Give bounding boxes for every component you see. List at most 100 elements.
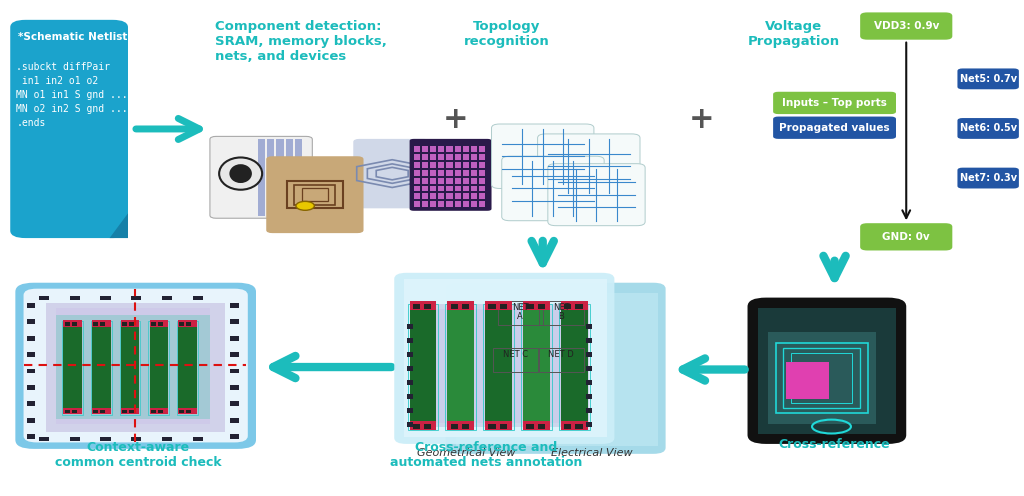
Bar bbox=[463, 201, 469, 207]
FancyBboxPatch shape bbox=[957, 168, 1019, 188]
Bar bbox=[430, 178, 436, 184]
Bar bbox=[498, 301, 543, 325]
Bar bbox=[93, 322, 98, 326]
Bar bbox=[445, 304, 476, 430]
Bar bbox=[100, 437, 111, 441]
Bar bbox=[446, 154, 453, 160]
Bar bbox=[463, 162, 469, 168]
Ellipse shape bbox=[219, 157, 262, 189]
Bar bbox=[410, 421, 436, 430]
Bar bbox=[776, 344, 867, 413]
Bar bbox=[158, 322, 163, 326]
Bar bbox=[129, 322, 134, 326]
Bar bbox=[27, 401, 35, 406]
Bar bbox=[463, 193, 469, 199]
Bar bbox=[407, 380, 413, 385]
Bar bbox=[471, 193, 477, 199]
Bar bbox=[586, 352, 592, 357]
Bar bbox=[413, 304, 589, 427]
Text: Cross-reference: Cross-reference bbox=[778, 438, 891, 451]
Bar bbox=[230, 385, 239, 390]
Bar bbox=[407, 408, 413, 413]
Bar bbox=[451, 304, 458, 309]
Bar bbox=[561, 305, 588, 429]
Bar bbox=[575, 424, 583, 429]
Bar bbox=[447, 421, 474, 430]
Bar bbox=[158, 410, 163, 413]
Bar bbox=[100, 296, 111, 300]
Bar bbox=[526, 304, 534, 309]
Bar bbox=[430, 170, 436, 176]
Bar bbox=[122, 410, 127, 413]
Bar bbox=[456, 293, 658, 446]
Text: Net5: 0.7v: Net5: 0.7v bbox=[959, 74, 1017, 84]
Bar bbox=[422, 162, 428, 168]
Text: Net7: 0.3v: Net7: 0.3v bbox=[959, 173, 1017, 183]
Bar bbox=[267, 139, 274, 216]
Bar bbox=[148, 321, 169, 415]
Bar bbox=[65, 322, 70, 326]
Bar bbox=[438, 162, 444, 168]
Text: Geometrical View: Geometrical View bbox=[417, 448, 515, 458]
Text: Electrical View: Electrical View bbox=[551, 448, 633, 458]
Bar bbox=[72, 410, 77, 413]
Bar bbox=[422, 146, 428, 152]
Bar bbox=[63, 320, 82, 327]
Bar bbox=[430, 186, 436, 191]
Bar bbox=[46, 303, 225, 432]
Text: NET C: NET C bbox=[503, 350, 527, 359]
Bar bbox=[564, 424, 571, 429]
Ellipse shape bbox=[296, 201, 314, 210]
Text: GND: 0v: GND: 0v bbox=[883, 232, 930, 242]
Bar bbox=[295, 139, 302, 216]
FancyBboxPatch shape bbox=[502, 156, 604, 221]
FancyBboxPatch shape bbox=[860, 12, 952, 40]
Text: Component detection:
SRAM, memory blocks,
nets, and devices: Component detection: SRAM, memory blocks… bbox=[215, 20, 387, 63]
Bar bbox=[438, 146, 444, 152]
Bar bbox=[27, 336, 35, 341]
FancyBboxPatch shape bbox=[410, 139, 492, 211]
Bar bbox=[178, 320, 197, 327]
Bar bbox=[471, 178, 477, 184]
Bar bbox=[424, 304, 431, 309]
Bar bbox=[121, 408, 139, 414]
Bar bbox=[586, 394, 592, 399]
Bar bbox=[120, 321, 140, 415]
Bar bbox=[455, 170, 461, 176]
Bar bbox=[193, 296, 203, 300]
Bar bbox=[539, 301, 584, 325]
FancyBboxPatch shape bbox=[266, 156, 364, 233]
Bar bbox=[438, 170, 444, 176]
Bar bbox=[471, 162, 477, 168]
Bar bbox=[538, 424, 545, 429]
Bar bbox=[407, 324, 413, 329]
Bar bbox=[407, 394, 413, 399]
Bar bbox=[65, 410, 70, 413]
Bar bbox=[463, 186, 469, 191]
FancyBboxPatch shape bbox=[860, 223, 952, 250]
FancyBboxPatch shape bbox=[10, 20, 128, 238]
Bar bbox=[523, 301, 550, 310]
Bar bbox=[413, 424, 420, 429]
Bar bbox=[407, 352, 413, 357]
Bar bbox=[186, 410, 191, 413]
Bar bbox=[786, 362, 829, 399]
FancyBboxPatch shape bbox=[24, 289, 248, 442]
Bar bbox=[758, 308, 896, 434]
Bar bbox=[523, 421, 550, 430]
Bar bbox=[150, 408, 168, 414]
Bar bbox=[418, 309, 582, 423]
Bar bbox=[230, 418, 239, 423]
Bar bbox=[446, 193, 453, 199]
Bar bbox=[407, 366, 413, 371]
Bar bbox=[438, 186, 444, 191]
Bar bbox=[479, 201, 485, 207]
Bar bbox=[100, 322, 105, 326]
Bar bbox=[446, 186, 453, 191]
Bar bbox=[575, 304, 583, 309]
Bar bbox=[193, 437, 203, 441]
Bar bbox=[463, 178, 469, 184]
Bar bbox=[471, 186, 477, 191]
Text: Topology
recognition: Topology recognition bbox=[464, 20, 550, 48]
Bar bbox=[414, 162, 420, 168]
